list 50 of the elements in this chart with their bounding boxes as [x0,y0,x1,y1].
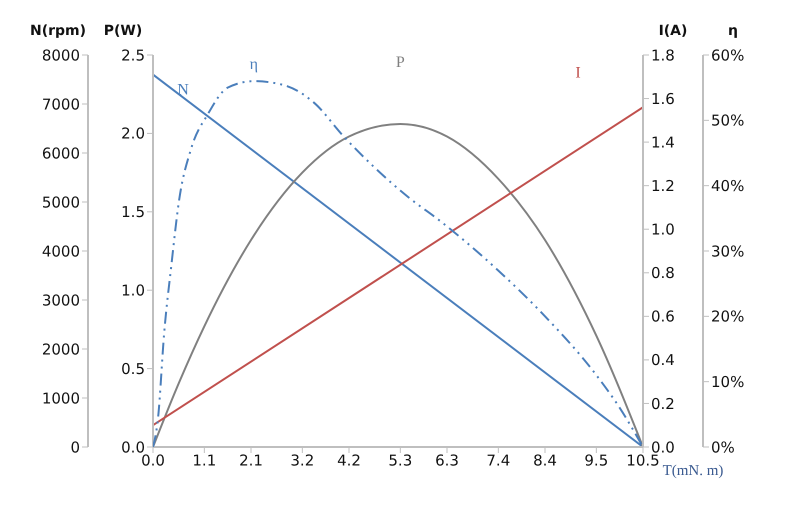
y2-tick-label: 3000 [42,291,80,310]
y2-tick-label: 2000 [42,340,80,358]
y3-tick-label: 1.4 [651,133,675,152]
x-tick-label: 8.4 [533,452,557,470]
y2-tick-label: 1000 [42,389,80,408]
text: I [575,64,581,82]
y-tick-label: 40% [711,176,744,195]
x-tick-label: 7.4 [486,452,510,470]
y-tick-label: 2.5 [121,46,145,64]
y-tick-label: 30% [711,242,744,260]
x-tick-label: 9.5 [584,452,608,470]
x-tick-label: 4.2 [337,452,361,470]
y2-tick-label: 8000 [42,46,80,64]
series-label: N [177,82,190,99]
text: P [396,54,405,71]
x-tick-label: 6.3 [435,452,459,470]
y-tick-label: 2.0 [121,124,145,143]
y-tick-label: 10% [711,372,744,391]
x-tick-label: 0.0 [141,452,165,470]
y2-tick-label: 6000 [42,144,80,162]
y2-tick-label: 4000 [42,242,80,260]
x-tick-label: 5.3 [388,452,412,470]
x-tick-label: 10.5 [626,452,660,470]
y-axis-title: P(W) [104,23,142,39]
y3-tick-label: 0.4 [651,351,675,370]
y-tick-label: 1.5 [121,203,145,222]
y-tick-label: 50% [711,112,744,130]
y2-tick-label: 7000 [42,95,80,114]
y2-tick-label: 5000 [42,193,80,212]
y-tick-label: 60% [711,46,744,64]
y-tick-label: 0% [711,438,735,456]
y3-tick-label: 1.0 [651,220,675,239]
y3-axis-title: I(A) [658,23,688,39]
y3-tick-label: 1.8 [651,46,675,64]
y3-tick-label: 0.6 [651,308,675,326]
y-tick-label: 20% [711,308,744,326]
y3-tick-label: 0.2 [651,394,675,413]
y-axis-title: η [728,23,738,39]
y-tick-label: 1.0 [121,282,145,300]
x-tick-label: 1.1 [192,452,216,470]
x-tick-label: 2.1 [239,452,263,470]
y-tick-label: 0.5 [121,360,145,378]
x-tick-label: 3.2 [290,452,314,470]
y3-tick-label: 0.8 [651,264,675,282]
y3-tick-label: 1.6 [651,90,675,108]
y2-axis-title: N(rpm) [30,23,86,39]
y3-tick-label: 1.2 [651,176,675,195]
y2-tick-label: 0 [70,438,80,456]
x-axis-title: T(mN. m) [662,463,724,479]
series-label: η [250,56,258,74]
